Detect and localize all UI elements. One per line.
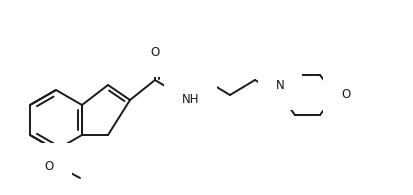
Text: N: N [275,79,285,92]
Text: O: O [45,160,54,174]
Text: O: O [341,89,350,102]
Text: O: O [150,46,160,59]
Text: NH: NH [182,93,199,106]
